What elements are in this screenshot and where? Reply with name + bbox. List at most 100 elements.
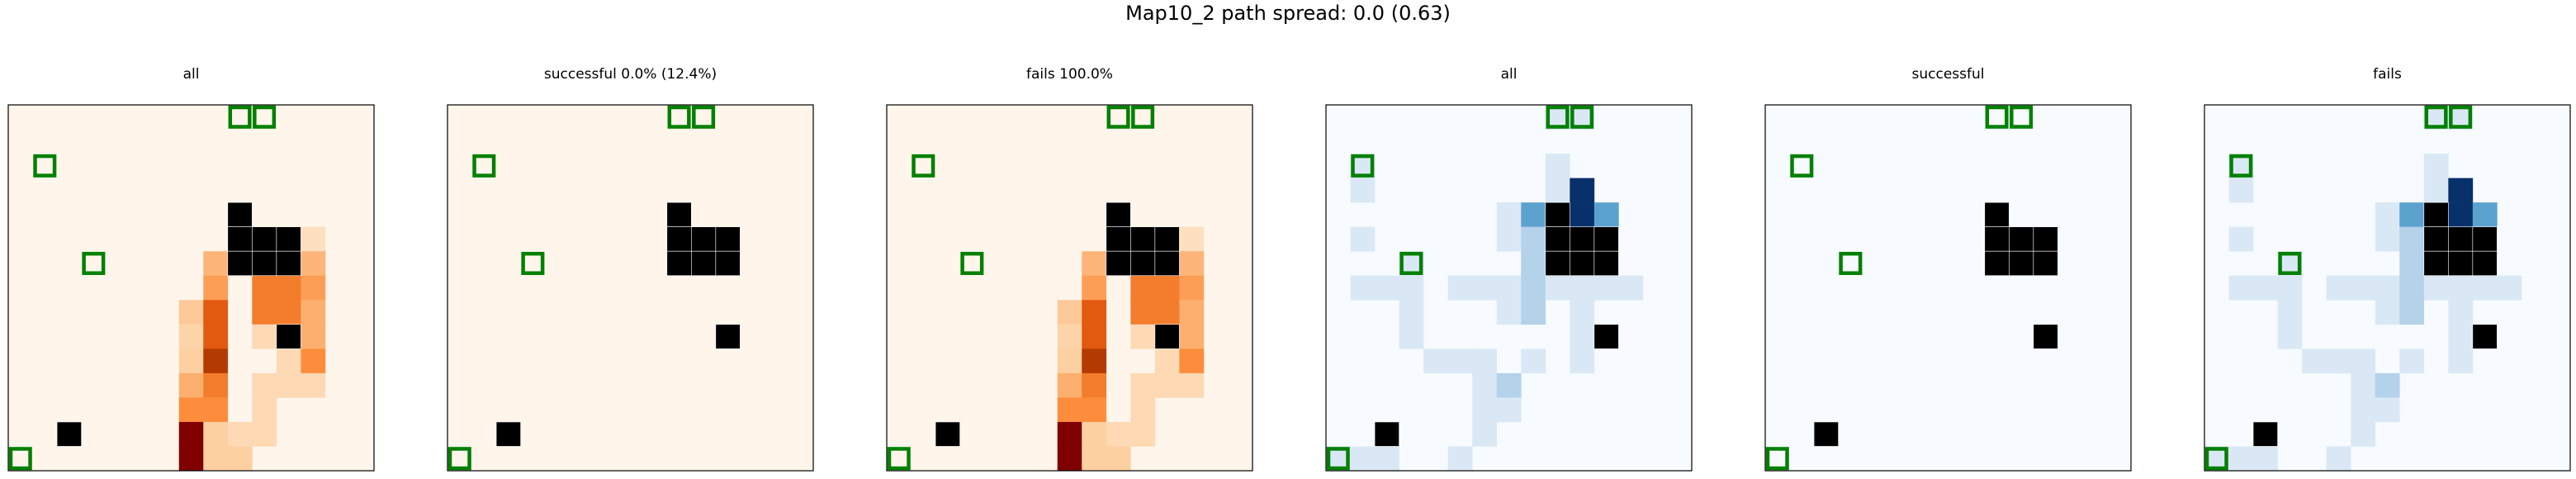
heatmap-cell [1570, 275, 1595, 301]
heatmap-cell [2448, 275, 2474, 301]
heatmap-cell [1130, 372, 1156, 398]
goal-marker [2204, 447, 2228, 471]
heatmap-cell [1082, 251, 1107, 277]
obstacle-cell [691, 250, 717, 277]
obstacle-cell [1545, 226, 1570, 252]
heatmap-cell [252, 324, 277, 349]
heatmap-cell [203, 397, 229, 423]
heatmap-cell [2399, 202, 2425, 227]
heatmap-cell [1496, 202, 1522, 227]
obstacle-cell [1570, 226, 1595, 252]
heatmap-cell [2448, 349, 2474, 374]
goal-marker [228, 105, 252, 129]
heatmap-cell [203, 421, 229, 447]
heatmap-cell [203, 251, 229, 277]
heatmap-cell [1375, 446, 1399, 472]
heatmap-cell [276, 275, 301, 301]
heatmap-cell [2326, 349, 2351, 374]
heatmap-cell [1472, 275, 1498, 301]
heatmap-cell [1350, 446, 1376, 472]
obstacle-cell [2472, 250, 2498, 277]
heatmap-cell [252, 300, 277, 325]
goal-marker [1790, 154, 1814, 178]
heatmap-cell [1057, 372, 1082, 398]
obstacle-cell [1154, 226, 1180, 252]
obstacle-cell [1593, 226, 1619, 252]
obstacle-cell [227, 250, 253, 277]
heatmap-background [447, 105, 813, 471]
heatmap-cell [2277, 324, 2303, 349]
axes-frame [1325, 104, 1693, 472]
heatmap-cell [178, 446, 204, 472]
obstacle-cell [715, 250, 741, 277]
obstacle-cell [1570, 250, 1595, 277]
heatmap-cell [1496, 275, 1522, 301]
heatmap-cell [178, 421, 204, 447]
goal-marker [960, 251, 984, 275]
heatmap-cell [2399, 251, 2425, 277]
heatmap-cell [252, 397, 277, 423]
heatmap-cell [1570, 324, 1595, 349]
goal-marker [1351, 154, 1375, 178]
heatmap-cell [1496, 226, 1522, 252]
heatmap-cell [227, 421, 253, 447]
obstacle-cell [1130, 250, 1156, 277]
heatmap-cell [1179, 300, 1205, 325]
heatmap-cell [1082, 421, 1107, 447]
heatmap-cell [1130, 324, 1156, 349]
heatmap-cell [2351, 397, 2376, 423]
obstacle-cell [691, 226, 717, 252]
heatmap-cell [2399, 349, 2425, 374]
heatmap-cell [301, 251, 326, 277]
goal-marker [1570, 105, 1594, 129]
heatmap-background [1765, 105, 2131, 471]
panel-title: all [182, 66, 200, 83]
obstacle-cell [1374, 421, 1399, 447]
heatmap-cell [1350, 178, 1376, 203]
obstacle-cell [2033, 226, 2058, 252]
heatmap-cell [301, 372, 326, 398]
heatmap-cell [2448, 202, 2474, 227]
heatmap-cell [1399, 324, 1424, 349]
heatmap-cell [1423, 349, 1448, 374]
heatmap-cell [1521, 349, 1546, 374]
obstacle-cell [2423, 250, 2449, 277]
heatmap-cell [203, 349, 229, 374]
heatmap-cell [2472, 202, 2498, 227]
goal-marker [692, 105, 716, 129]
obstacle-cell [1130, 226, 1156, 252]
goal-marker [33, 154, 57, 178]
heatmap-cell [2423, 178, 2449, 203]
heatmap-panel-1 [7, 104, 375, 472]
obstacle-cell [666, 250, 692, 277]
obstacle-cell [276, 226, 301, 252]
heatmap-cell [2351, 275, 2376, 301]
heatmap-cell [2448, 324, 2474, 349]
obstacle-cell [2009, 226, 2034, 252]
heatmap-cell [1521, 226, 1546, 252]
heatmap-cell [2277, 300, 2303, 325]
heatmap-cell [1375, 275, 1399, 301]
heatmap-cell [301, 275, 326, 301]
goal-marker [887, 447, 911, 471]
obstacle-cell [227, 202, 253, 227]
heatmap-cell [276, 300, 301, 325]
heatmap-cell [203, 372, 229, 398]
goal-marker [667, 105, 691, 129]
obstacle-cell [1106, 226, 1131, 252]
heatmap-cell [2228, 226, 2254, 252]
heatmap-cell [1179, 372, 1205, 398]
goal-marker [2424, 105, 2448, 129]
goal-marker [447, 447, 471, 471]
heatmap-cell [178, 397, 204, 423]
goal-marker [912, 154, 935, 178]
heatmap-cell [1179, 324, 1205, 349]
heatmap-cell [178, 324, 204, 349]
obstacle-cell [2423, 226, 2449, 252]
heatmap-cell [1399, 275, 1424, 301]
heatmap-cell [1179, 275, 1205, 301]
heatmap-cell [1057, 349, 1082, 374]
heatmap-cell [2277, 275, 2303, 301]
axes-frame [1764, 104, 2132, 472]
